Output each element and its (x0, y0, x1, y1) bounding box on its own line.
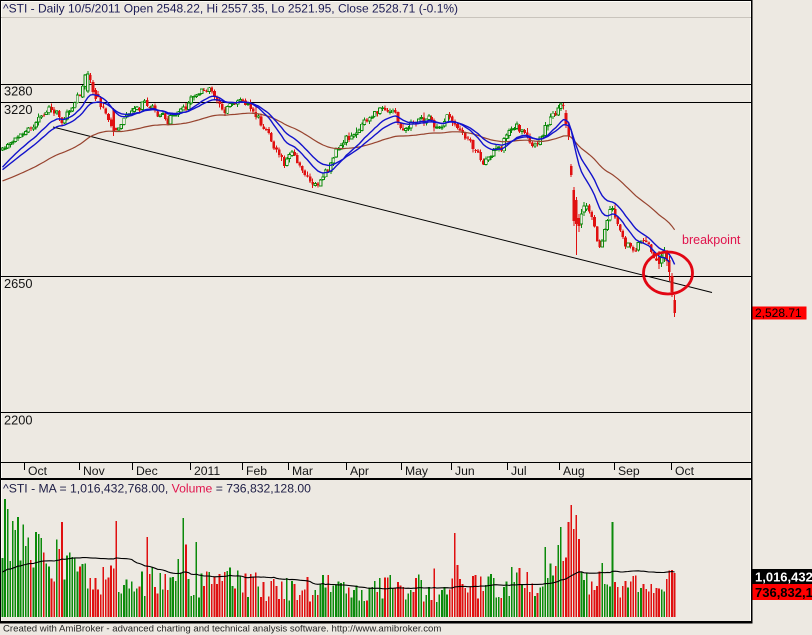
svg-text:Oct: Oct (675, 464, 695, 478)
svg-text:736,832,128.0: 736,832,128.0 (755, 585, 812, 600)
svg-text:Sep: Sep (618, 464, 640, 478)
svg-text:Created with AmiBroker - advan: Created with AmiBroker - advanced charti… (3, 624, 441, 635)
svg-text:Feb: Feb (246, 464, 267, 478)
svg-text:2011: 2011 (194, 464, 220, 478)
svg-text:Mar: Mar (292, 464, 313, 478)
svg-text:Apr: Apr (350, 464, 369, 478)
svg-text:Jul: Jul (511, 464, 527, 478)
svg-text:Jun: Jun (455, 464, 475, 478)
svg-text:Nov: Nov (83, 464, 106, 478)
svg-text:1,016,432,768: 1,016,432,768 (755, 570, 812, 585)
svg-text:^STI - MA = 1,016,432,768.00,: ^STI - MA = 1,016,432,768.00, Volume = 7… (3, 482, 311, 496)
svg-text:Dec: Dec (136, 464, 158, 478)
svg-text:Aug: Aug (563, 464, 585, 478)
svg-text:Oct: Oct (28, 464, 48, 478)
svg-text:2650: 2650 (4, 276, 32, 291)
svg-text:3220: 3220 (4, 102, 32, 117)
svg-text:May: May (405, 464, 429, 478)
svg-text:3280: 3280 (4, 84, 32, 99)
svg-text:^STI - Daily 10/5/2011 Open 25: ^STI - Daily 10/5/2011 Open 2548.22, Hi … (3, 1, 458, 15)
svg-text:2,528.71: 2,528.71 (755, 306, 802, 320)
svg-text:2200: 2200 (4, 413, 32, 428)
svg-text:breakpoint: breakpoint (682, 233, 741, 247)
